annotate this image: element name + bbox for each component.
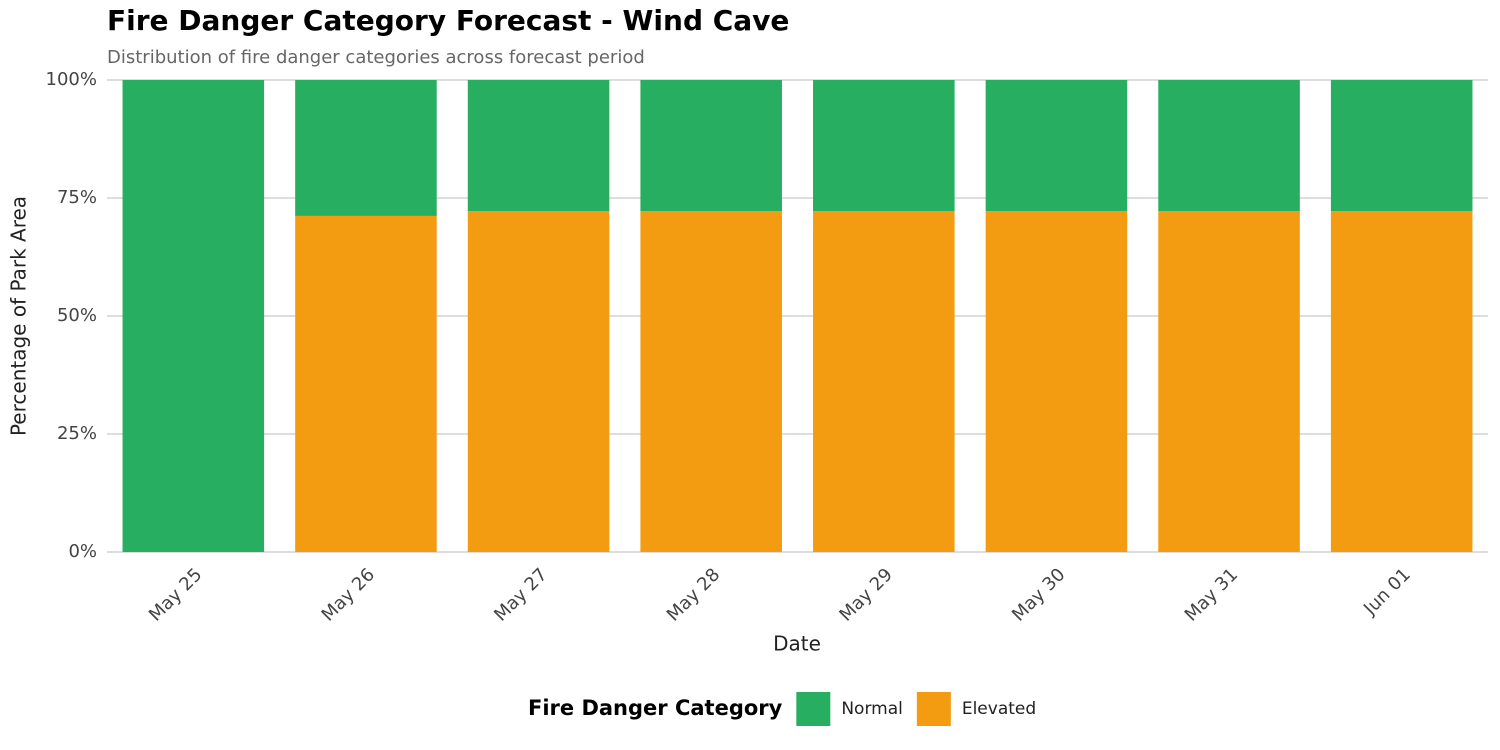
x-axis-title: Date <box>773 632 821 656</box>
y-tick-label: 100% <box>46 69 97 90</box>
x-tick-label: May 29 <box>835 564 896 625</box>
y-axis-title: Percentage of Park Area <box>7 196 31 436</box>
chart-subtitle: Distribution of fire danger categories a… <box>107 47 645 68</box>
x-tick-label: May 27 <box>490 564 551 625</box>
bar-segment <box>813 80 955 212</box>
y-tick-label: 50% <box>57 305 97 326</box>
bar-segment <box>1330 211 1473 552</box>
x-tick-label: Jun 01 <box>1359 564 1415 620</box>
legend-swatch <box>796 692 831 726</box>
bar-segment <box>985 211 1128 552</box>
y-tick-label: 0% <box>68 541 97 562</box>
bar-segment <box>813 211 955 552</box>
chart-title: Fire Danger Category Forecast - Wind Cav… <box>107 4 789 37</box>
legend-label: Elevated <box>962 699 1036 719</box>
bar-segment <box>1330 80 1473 212</box>
bar-segment <box>467 211 610 552</box>
bar-segment <box>122 80 265 552</box>
x-tick-label: May 28 <box>663 564 724 625</box>
bar-segment <box>640 211 782 552</box>
x-tick-label: May 25 <box>145 564 206 625</box>
x-tick-label: May 26 <box>318 564 379 625</box>
bar-segment <box>640 80 782 212</box>
x-tick-label: May 31 <box>1181 564 1242 625</box>
bar-segment <box>1158 211 1300 552</box>
bar-segment <box>985 80 1128 212</box>
legend-label: Normal <box>841 699 903 719</box>
bar-segment <box>467 80 610 212</box>
bar-segment <box>1158 80 1300 212</box>
bar-segment <box>295 215 437 552</box>
y-tick-label: 25% <box>57 423 97 444</box>
bar-segment <box>295 80 437 216</box>
legend-title: Fire Danger Category <box>528 696 783 720</box>
legend-swatch <box>916 692 951 726</box>
y-tick-label: 75% <box>57 187 97 208</box>
x-tick-label: May 30 <box>1008 564 1069 625</box>
